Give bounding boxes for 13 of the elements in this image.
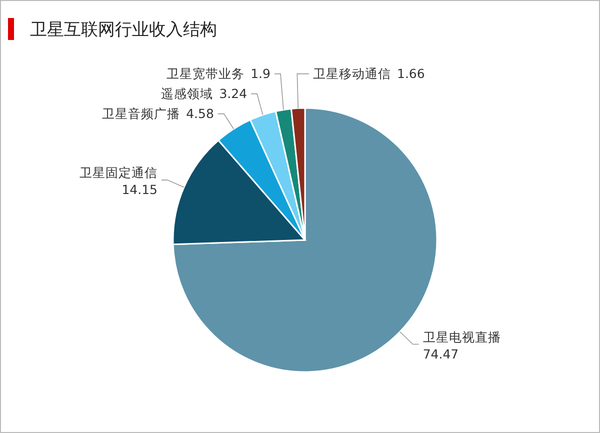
slice-label: 卫星移动通信 [313,66,391,81]
data-label: 1.9 [250,66,271,81]
chart-title: 卫星互联网行业收入结构 [30,20,217,40]
slice-label: 卫星电视直播 [422,329,501,344]
data-label: 4.58 [186,106,214,121]
data-label: 1.66 [397,66,425,81]
slice-label: 遥感领域 [161,86,214,101]
slice-label: 卫星固定通信 [80,165,158,180]
data-label: 74.47 [422,346,459,362]
slice-label: 卫星宽带业务 [166,66,245,81]
data-label: 3.24 [219,86,248,101]
data-label: 14.15 [122,182,158,198]
slice-label: 卫星音频广播 [102,106,180,121]
